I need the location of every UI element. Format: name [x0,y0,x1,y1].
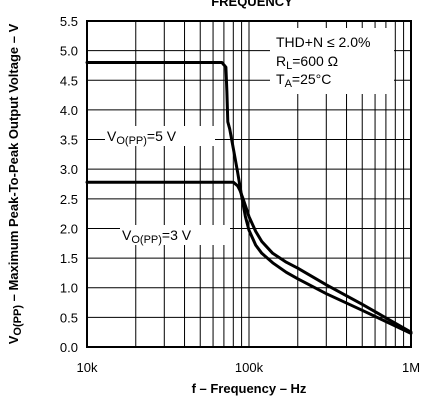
series-label-bg-5v [105,126,215,146]
x-axis-title: f – Frequency – Hz [192,381,307,396]
y-tick-label: 3.5 [60,133,78,148]
series-line-3v [85,180,413,334]
series-label-3v: VO(PP)=3 V [122,227,192,246]
x-tick-labels: 10k 100k 1M [77,360,421,375]
y-tick-label: 5.0 [60,44,78,59]
y-tick-label: 1.5 [60,251,78,266]
x-tick-label: 10k [77,360,98,375]
y-tick-label: 0.5 [60,310,78,325]
annotation-thd: THD+N ≤ 2.0% [276,34,370,50]
y-tick-label: 0.0 [60,340,78,355]
y-tick-label: 2.0 [60,221,78,236]
x-tick-label: 1M [402,360,420,375]
series-label-bg-3v [120,225,230,245]
y-tick-label: 2.5 [60,192,78,207]
annotation-box [270,28,394,94]
series-line-5v [85,61,413,335]
series-label-5v: VO(PP)=5 V [107,128,177,147]
series-lines [85,61,413,335]
plot-frame [86,20,412,348]
y-tick-label: 3.0 [60,162,78,177]
annotation-ta: TA=25°C [276,71,331,90]
y-tick-label: 5.5 [60,14,78,29]
y-tick-label: 4.5 [60,73,78,88]
y-tick-label: 4.0 [60,103,78,118]
y-tick-label: 1.0 [60,281,78,296]
x-tick-label: 100k [235,360,264,375]
annotation-rl: RL=600 Ω [276,53,338,72]
y-axis-title: VO(PP) – Maximum Peak-To-Peak Output Vol… [6,23,24,344]
y-tick-labels: 0.0 0.5 1.0 1.5 2.0 2.5 3.0 3.5 4.0 4.5 5.0 5.5 [60,14,78,355]
chart-title: FREQUENCY [211,0,293,9]
